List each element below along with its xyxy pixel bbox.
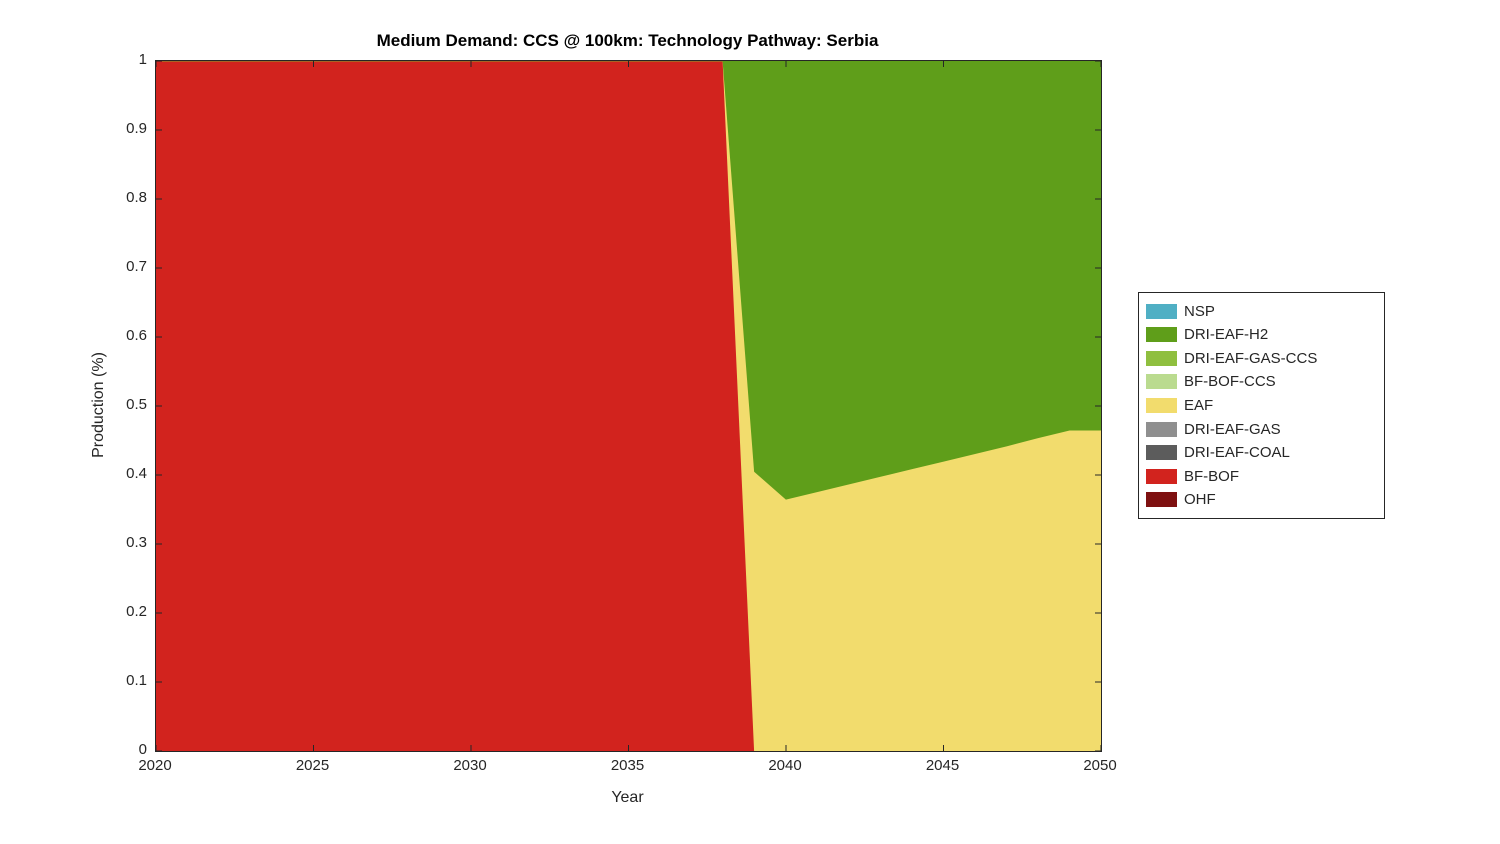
y-tick-label: 0 (138, 741, 147, 758)
plot-area (155, 60, 1102, 752)
legend-swatch-dri-eaf-gas-ccs (1146, 350, 1177, 366)
x-tick-label: 2025 (295, 757, 330, 774)
x-tick-label: 2045 (925, 757, 960, 774)
legend-label: DRI-EAF-H2 (1184, 326, 1269, 344)
axis-ticks (156, 61, 1101, 751)
area-series-group (156, 61, 1101, 751)
y-tick-label: 0.1 (126, 672, 147, 689)
area-dri-eaf-h2 (156, 61, 1101, 500)
legend-entry-dri-eaf-gas-ccs: DRI-EAF-GAS-CCS (1139, 350, 1384, 367)
legend-swatch-nsp (1146, 303, 1177, 319)
legend-entry-dri-eaf-h2: DRI-EAF-H2 (1139, 326, 1384, 343)
legend-entry-bf-bof-ccs: BF-BOF-CCS (1139, 373, 1384, 390)
x-axis-label: Year (611, 789, 644, 806)
x-tick-label: 2020 (138, 757, 172, 774)
x-tick-label: 2035 (610, 757, 645, 774)
area-bf-bof (156, 61, 1101, 751)
legend-entry-bf-bof: BF-BOF (1139, 468, 1384, 485)
y-tick-label: 1 (138, 51, 147, 68)
x-tick-label: 2050 (1083, 757, 1117, 774)
y-tick-label: 0.2 (126, 603, 147, 620)
legend-label: DRI-EAF-COAL (1184, 444, 1290, 462)
legend-label: BF-BOF-CCS (1184, 373, 1276, 391)
legend-swatch-bf-bof (1146, 468, 1177, 484)
y-tick-label: 0.8 (126, 189, 147, 206)
y-tick-label: 0.6 (126, 327, 147, 344)
legend-swatch-bf-bof-ccs (1146, 374, 1177, 390)
legend-entry-nsp: NSP (1139, 303, 1384, 320)
legend-entry-eaf: EAF (1139, 397, 1384, 414)
stacked-area-plot (156, 61, 1101, 751)
legend-swatch-dri-eaf-h2 (1146, 327, 1177, 343)
legend-entry-ohf: OHF (1139, 491, 1384, 508)
legend-label: NSP (1184, 302, 1215, 320)
y-tick-label: 0.4 (126, 465, 147, 482)
legend-swatch-ohf (1146, 492, 1177, 508)
legend-label: OHF (1184, 491, 1216, 509)
legend-swatch-dri-eaf-gas (1146, 421, 1177, 437)
y-tick-label: 0.7 (126, 258, 147, 275)
legend-label: DRI-EAF-GAS-CCS (1184, 349, 1318, 367)
legend-label: EAF (1184, 396, 1214, 414)
legend-entry-dri-eaf-gas: DRI-EAF-GAS (1139, 421, 1384, 438)
x-tick-label: 2040 (768, 757, 802, 774)
legend-label: BF-BOF (1184, 467, 1239, 485)
legend-swatch-dri-eaf-coal (1146, 445, 1177, 461)
x-tick-label: 2030 (453, 757, 487, 774)
y-tick-label: 0.3 (126, 534, 147, 551)
legend-label: DRI-EAF-GAS (1184, 420, 1281, 438)
chart-title: Medium Demand: CCS @ 100km: Technology P… (376, 31, 879, 50)
legend: NSP DRI-EAF-H2 DRI-EAF-GAS-CCS BF-BOF-CCS EA… (1138, 292, 1385, 519)
legend-entry-dri-eaf-coal: DRI-EAF-COAL (1139, 444, 1384, 461)
y-tick-label: 0.9 (126, 120, 147, 137)
legend-swatch-eaf (1146, 397, 1177, 413)
y-tick-label: 0.5 (126, 396, 147, 413)
